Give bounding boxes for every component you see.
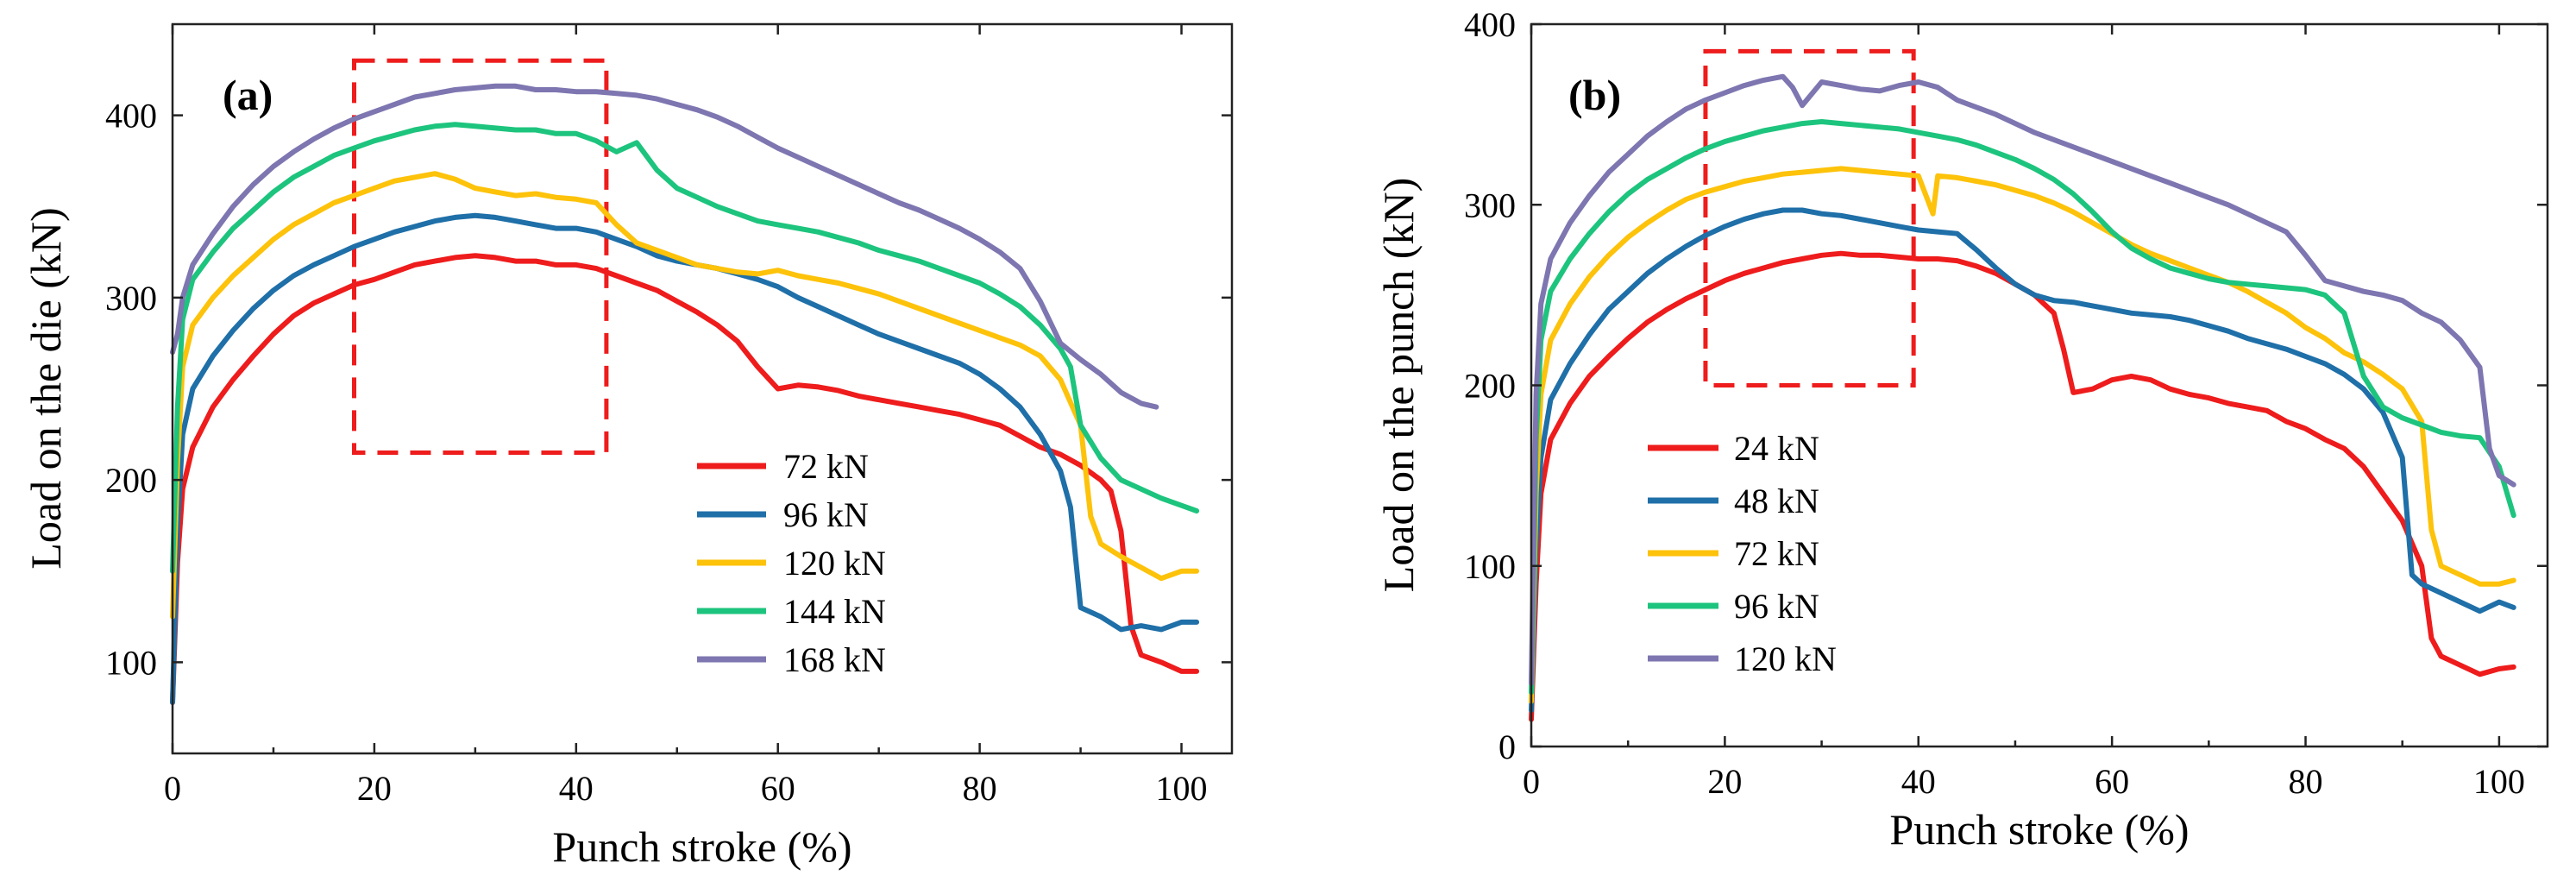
panel-b-legend-label: 24 kN (1734, 429, 1819, 468)
panel-a-series-line-144-kn (170, 122, 1200, 574)
panel-a-y-tick-label: 400 (105, 97, 157, 135)
panel-a-legend: 72 kN 96 kN 120 kN 144 kN 168 kN (697, 447, 886, 679)
panel-a-label: (a) (223, 71, 273, 119)
panel-a-legend-label: 72 kN (783, 447, 869, 486)
panel-b-label: (b) (1568, 71, 1621, 119)
panel-a-x-tick-label: 0 (164, 769, 181, 808)
panel-a-x-axis-title: Punch stroke (%) (552, 822, 851, 871)
panel-b-x-tick-label: 20 (1707, 762, 1742, 801)
panel-b-legend: 24 kN 48 kN 72 kN 96 kN 120 kN (1648, 429, 1837, 678)
panel-b-x-tick-label: 60 (2095, 762, 2129, 801)
panel-a-x-tick-label: 60 (761, 769, 795, 808)
panel-a-x-tick-label: 40 (559, 769, 594, 808)
panel-a-y-tick-label: 300 (105, 279, 157, 318)
panel-a-chart: (a) 0 20 40 60 80 100 100 200 300 400 72 kN 96 kN 1… (22, 22, 1234, 871)
panel-b-series-line-96-kn (1529, 119, 2516, 696)
panel-b-x-tick-label: 100 (2473, 762, 2525, 801)
panel-b-chart: (b) 0 20 40 60 80 100 0 100 200 300 400 24 kN 48 kN… (1374, 5, 2549, 854)
panel-a-series-line-168-kn (170, 83, 1159, 410)
panel-a-legend-label: 120 kN (783, 544, 886, 583)
panel-a-x-tick-label: 100 (1156, 769, 1208, 808)
panel-a-y-axis-title: Load on the die (kN) (22, 207, 70, 569)
panel-b-legend-label: 72 kN (1734, 534, 1819, 573)
panel-a-plot-frame (171, 22, 1234, 755)
panel-a-x-tick-label: 80 (963, 769, 997, 808)
panel-b-y-axis-title: Load on the punch (kN) (1374, 178, 1423, 592)
panel-a-y-tick-label: 200 (105, 461, 157, 500)
panel-b-x-tick-label: 80 (2289, 762, 2323, 801)
panel-b-legend-label: 120 kN (1734, 639, 1837, 678)
panel-b-highlight-box (1703, 48, 1916, 387)
panel-a-axes: 0 20 40 60 80 100 100 200 300 400 (105, 24, 1232, 808)
panel-b-legend-label: 96 kN (1734, 587, 1819, 626)
panel-a-highlight-box (352, 58, 609, 455)
panel-a-legend-label: 144 kN (783, 592, 886, 631)
panel-a-marks (170, 58, 1200, 705)
panel-b-x-axis-title: Punch stroke (%) (1889, 805, 2189, 854)
panel-b-y-tick-label: 100 (1464, 547, 1516, 586)
panel-b-x-tick-label: 40 (1901, 762, 1936, 801)
panel-b-y-tick-label: 400 (1464, 5, 1516, 44)
panel-a-legend-label: 96 kN (783, 495, 869, 534)
panel-b-legend-label: 48 kN (1734, 482, 1819, 520)
panel-b-series-line-120-kn (1529, 73, 2516, 686)
panel-b-y-tick-label: 0 (1498, 728, 1516, 766)
panel-a-series-line-120-kn (170, 171, 1200, 620)
panel-a-legend-label: 168 kN (783, 640, 886, 679)
panel-b-marks (1529, 48, 2516, 722)
panel-b-x-tick-label: 0 (1523, 762, 1540, 801)
panel-b-series-line-48-kn (1529, 207, 2516, 714)
panel-b-y-tick-label: 200 (1464, 367, 1516, 406)
panel-a-series-line-96-kn (170, 212, 1200, 705)
panel-b-series-line-24-kn (1529, 250, 2516, 722)
panel-a-y-tick-label: 100 (105, 643, 157, 682)
panel-a-x-tick-label: 20 (357, 769, 392, 808)
panel-b-y-tick-label: 300 (1464, 186, 1516, 224)
panel-b-axes: 0 20 40 60 80 100 0 100 200 300 400 (1464, 5, 2548, 801)
panel-a-series-line-72-kn (170, 253, 1200, 705)
